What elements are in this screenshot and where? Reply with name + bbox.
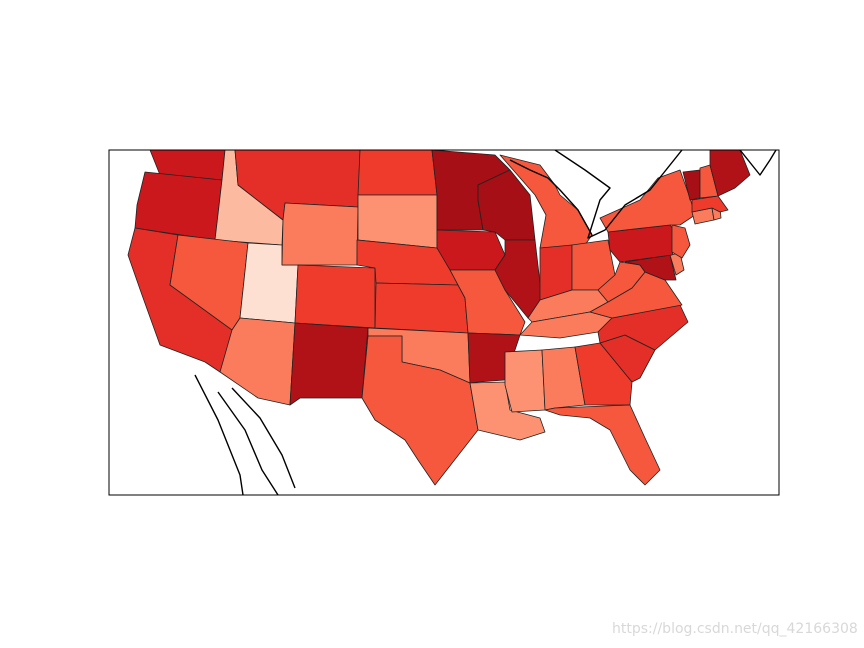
state-florida (544, 404, 661, 486)
watermark-text: https://blog.csdn.net/qq_42166308 (612, 621, 858, 637)
state-maine (709, 150, 751, 197)
state-iowa (436, 229, 506, 271)
coastline-layer (194, 150, 777, 495)
state-oregon (134, 171, 223, 241)
state-new-jersey (671, 224, 691, 259)
map-frame (108, 149, 780, 496)
great-lakes-outline (509, 159, 593, 236)
state-layer (127, 150, 751, 486)
state-north-dakota (357, 150, 438, 196)
state-new-york (599, 169, 696, 233)
state-new-mexico (289, 322, 369, 406)
baja-coastline (194, 374, 244, 495)
state-texas (361, 335, 479, 486)
baja-coastline-east (217, 391, 279, 495)
sonora-coastline (231, 387, 296, 489)
state-south-dakota (357, 194, 438, 249)
state-mississippi (504, 349, 546, 413)
state-illinois (494, 239, 543, 319)
canada-lake-outline (554, 150, 683, 239)
state-kansas (374, 282, 469, 334)
state-alabama (541, 346, 586, 411)
state-wyoming (281, 202, 359, 266)
gulf-of-st-lawrence (739, 150, 777, 176)
state-colorado (294, 264, 376, 329)
map-area (127, 150, 777, 495)
